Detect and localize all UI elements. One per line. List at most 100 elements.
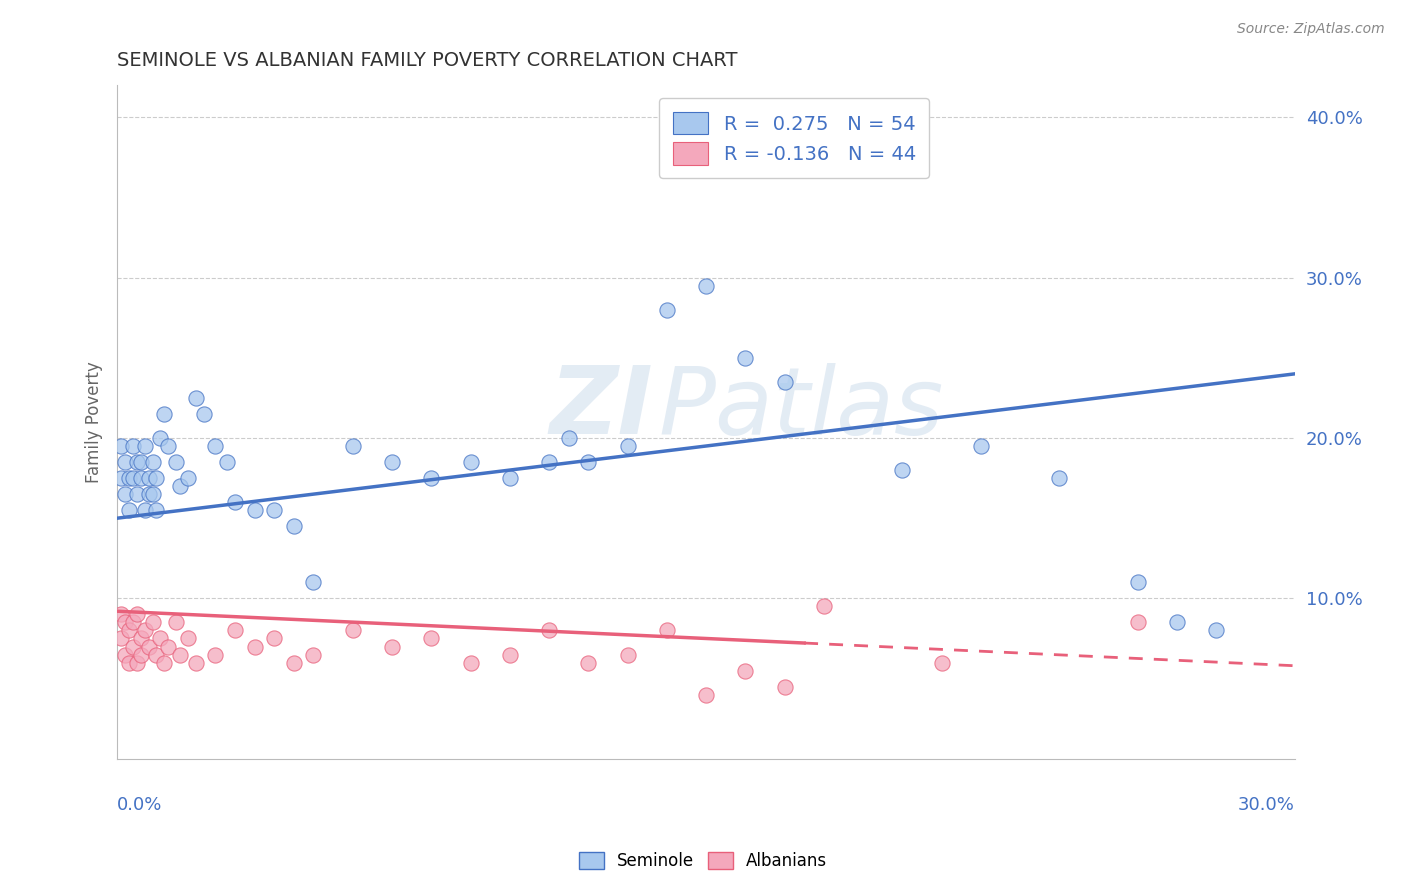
Point xyxy=(891,463,914,477)
Point xyxy=(263,503,285,517)
Point xyxy=(145,471,167,485)
Point xyxy=(153,656,176,670)
Point xyxy=(420,471,443,485)
Point xyxy=(342,439,364,453)
Point xyxy=(122,439,145,453)
Point xyxy=(243,503,266,517)
Point xyxy=(157,640,180,654)
Point xyxy=(165,615,187,630)
Point xyxy=(125,455,148,469)
Text: Patlas: Patlas xyxy=(659,363,945,454)
Point xyxy=(122,640,145,654)
Point xyxy=(110,471,132,485)
Point xyxy=(576,656,599,670)
Point xyxy=(537,624,560,638)
Point xyxy=(118,624,141,638)
Point xyxy=(655,624,678,638)
Point xyxy=(114,487,136,501)
Point xyxy=(243,640,266,654)
Point xyxy=(145,648,167,662)
Point xyxy=(122,615,145,630)
Point xyxy=(134,503,156,517)
Point xyxy=(114,615,136,630)
Point xyxy=(118,656,141,670)
Point xyxy=(114,455,136,469)
Point xyxy=(695,688,717,702)
Point xyxy=(576,455,599,469)
Point xyxy=(655,302,678,317)
Point xyxy=(149,632,172,646)
Point xyxy=(499,471,522,485)
Point xyxy=(184,656,207,670)
Text: 30.0%: 30.0% xyxy=(1239,796,1295,814)
Point xyxy=(110,439,132,453)
Point xyxy=(169,648,191,662)
Point xyxy=(773,680,796,694)
Point xyxy=(204,648,226,662)
Text: 0.0%: 0.0% xyxy=(117,796,163,814)
Point xyxy=(177,471,200,485)
Point xyxy=(184,391,207,405)
Point xyxy=(169,479,191,493)
Point xyxy=(460,455,482,469)
Point xyxy=(138,487,160,501)
Point xyxy=(114,648,136,662)
Point xyxy=(537,455,560,469)
Text: SEMINOLE VS ALBANIAN FAMILY POVERTY CORRELATION CHART: SEMINOLE VS ALBANIAN FAMILY POVERTY CORR… xyxy=(117,51,738,70)
Point xyxy=(381,640,404,654)
Point xyxy=(129,471,152,485)
Text: Source: ZipAtlas.com: Source: ZipAtlas.com xyxy=(1237,22,1385,37)
Point xyxy=(1205,624,1227,638)
Point xyxy=(734,664,756,678)
Point xyxy=(813,599,835,614)
Point xyxy=(283,656,305,670)
Point xyxy=(616,439,638,453)
Point xyxy=(153,407,176,421)
Point xyxy=(165,455,187,469)
Point xyxy=(302,648,325,662)
Point xyxy=(773,375,796,389)
Point xyxy=(141,615,163,630)
Point xyxy=(217,455,239,469)
Point xyxy=(141,487,163,501)
Point xyxy=(931,656,953,670)
Point xyxy=(118,503,141,517)
Point xyxy=(1166,615,1188,630)
Point xyxy=(134,439,156,453)
Point xyxy=(125,656,148,670)
Point xyxy=(138,640,160,654)
Point xyxy=(193,407,215,421)
Point xyxy=(134,624,156,638)
Text: ZI: ZI xyxy=(550,362,652,455)
Point xyxy=(302,575,325,590)
Point xyxy=(420,632,443,646)
Legend: Seminole, Albanians: Seminole, Albanians xyxy=(572,845,834,877)
Point xyxy=(118,471,141,485)
Point xyxy=(695,278,717,293)
Point xyxy=(125,487,148,501)
Point xyxy=(1126,575,1149,590)
Point xyxy=(263,632,285,646)
Point xyxy=(342,624,364,638)
Point xyxy=(734,351,756,365)
Point xyxy=(204,439,226,453)
Point xyxy=(381,455,404,469)
Point xyxy=(1126,615,1149,630)
Point xyxy=(460,656,482,670)
Legend: R =  0.275   N = 54, R = -0.136   N = 44: R = 0.275 N = 54, R = -0.136 N = 44 xyxy=(659,98,929,178)
Point xyxy=(145,503,167,517)
Point xyxy=(970,439,993,453)
Point xyxy=(141,455,163,469)
Point xyxy=(224,495,246,509)
Point xyxy=(122,471,145,485)
Point xyxy=(177,632,200,646)
Point xyxy=(157,439,180,453)
Point xyxy=(149,431,172,445)
Point xyxy=(110,632,132,646)
Point xyxy=(129,648,152,662)
Point xyxy=(138,471,160,485)
Point xyxy=(129,632,152,646)
Y-axis label: Family Poverty: Family Poverty xyxy=(86,361,103,483)
Point xyxy=(557,431,579,445)
Point xyxy=(110,607,132,622)
